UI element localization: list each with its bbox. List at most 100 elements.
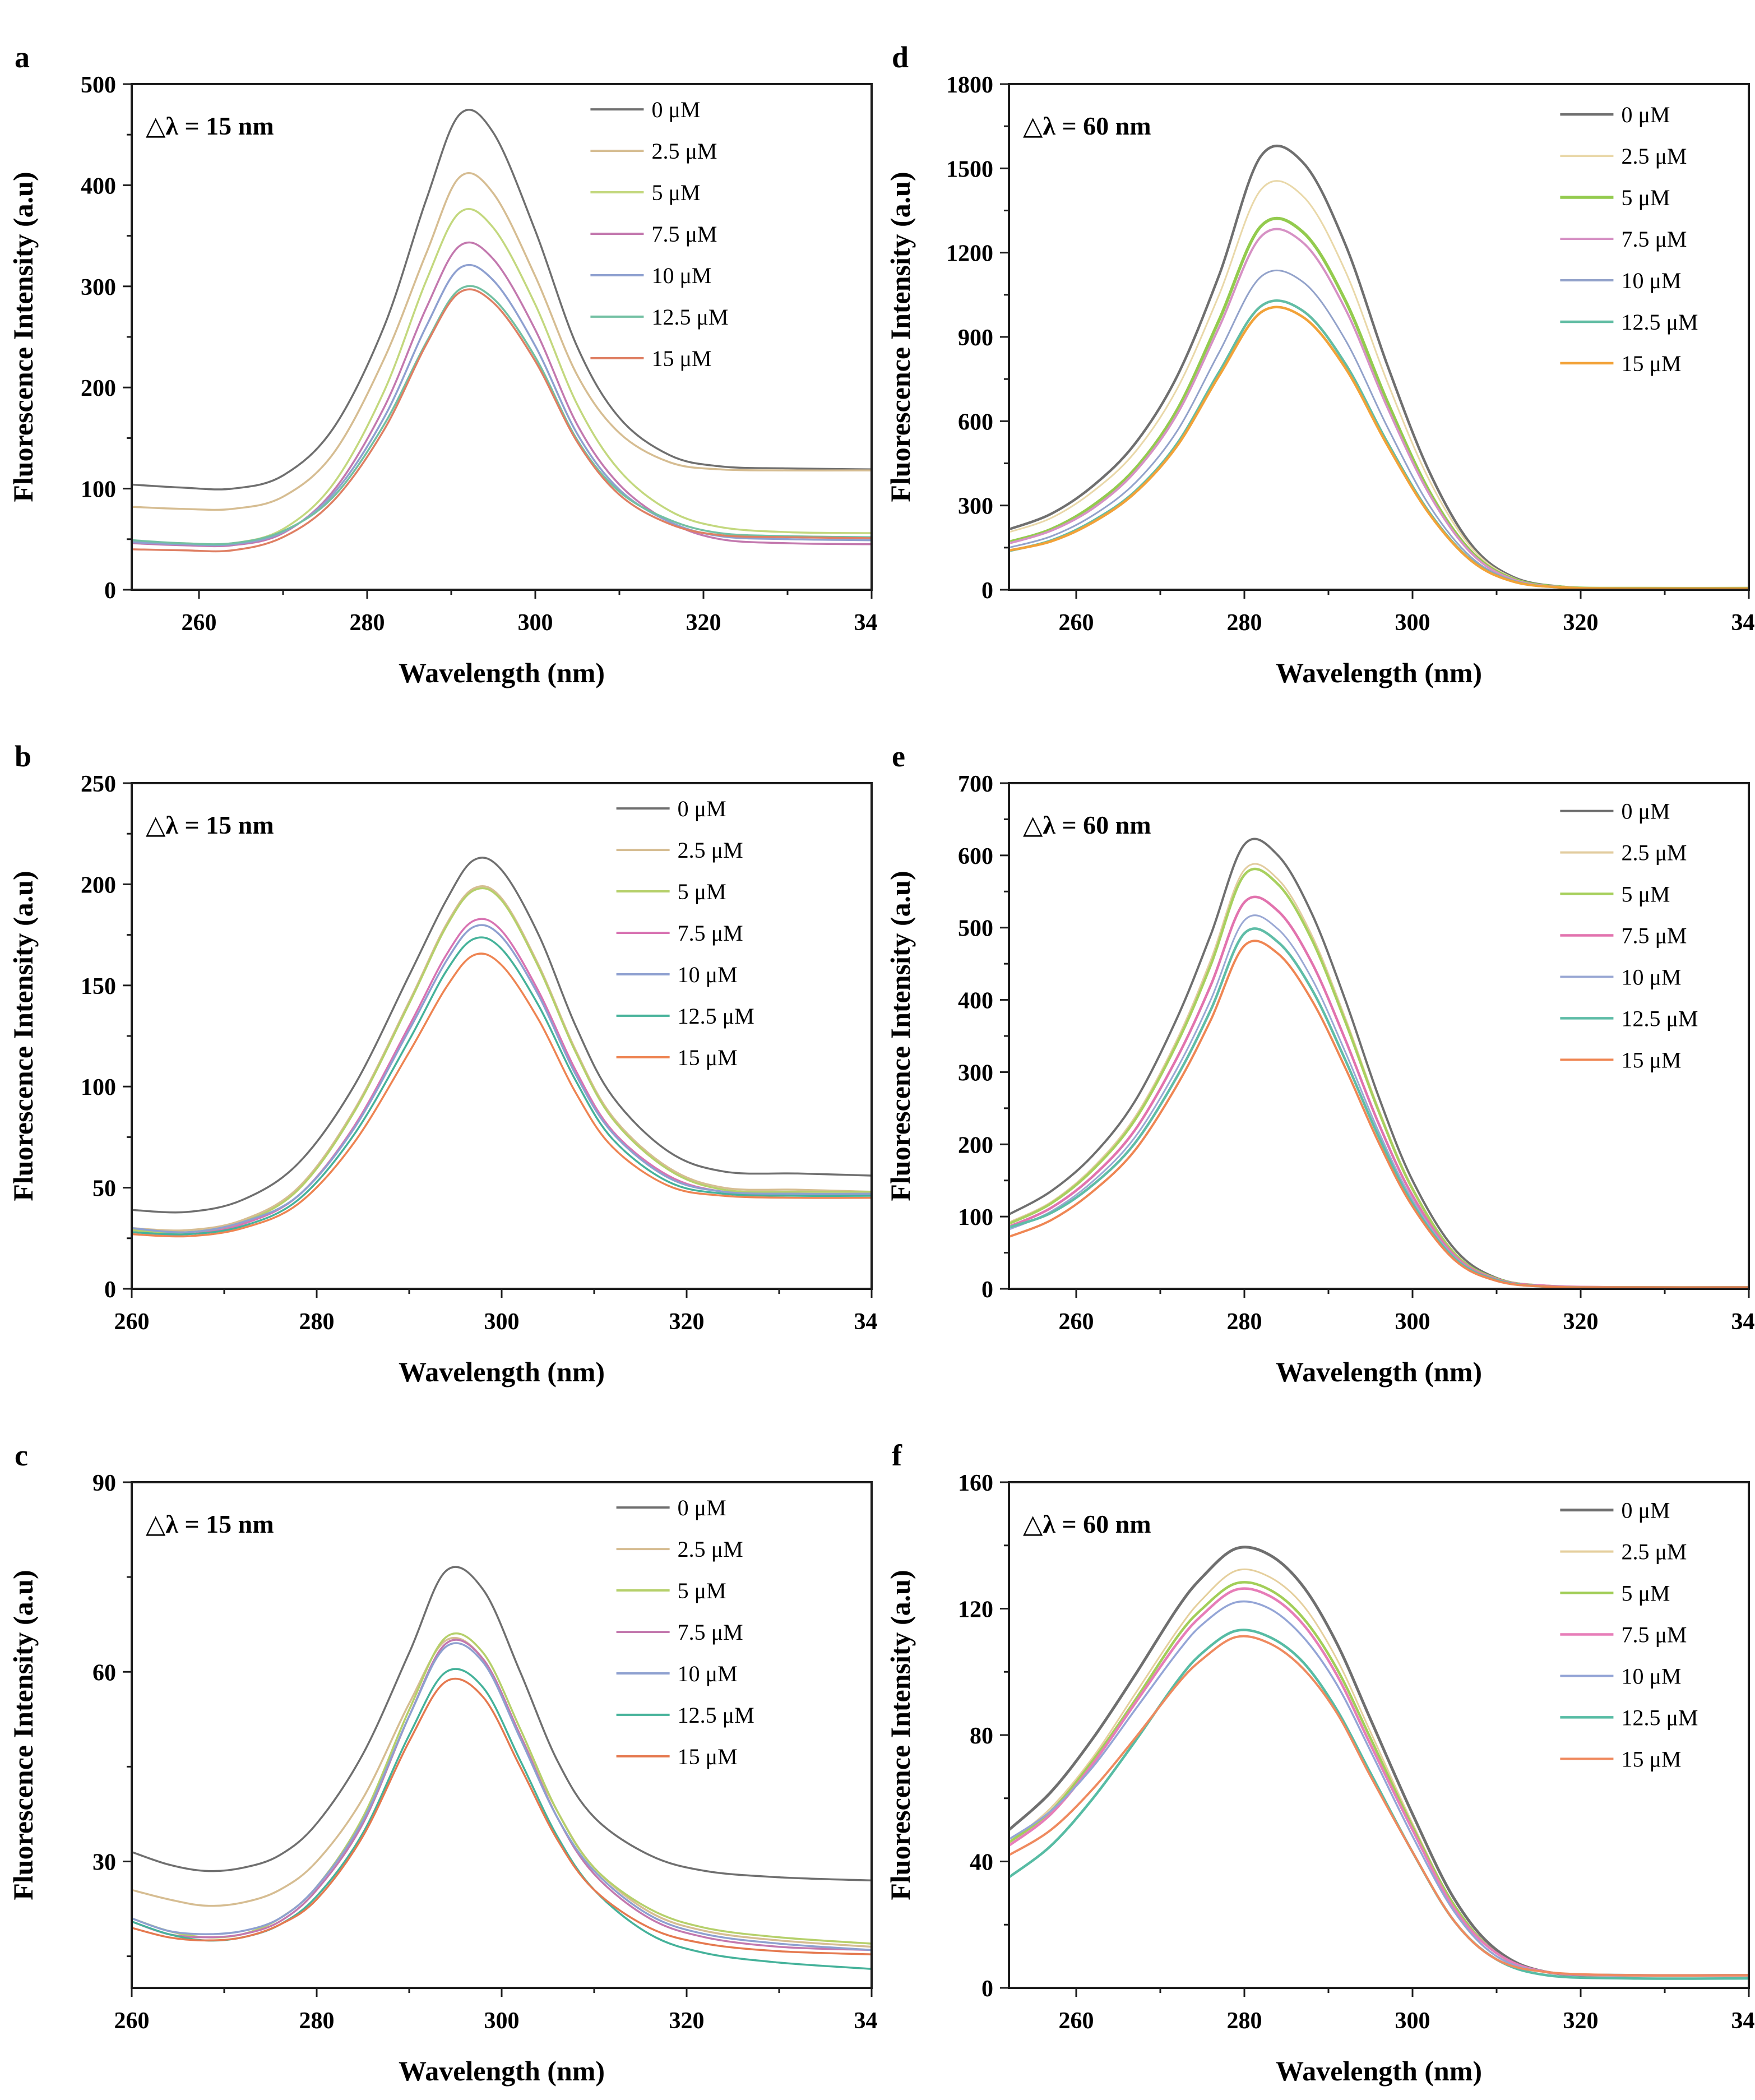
series-line-2-5-μM xyxy=(132,1636,871,1948)
series-line-12-5-μM xyxy=(132,1668,871,1970)
x-tick-label: 340 xyxy=(1731,610,1755,636)
y-axis-title: Fluorescence Intensity (a.u) xyxy=(885,172,916,502)
y-tick-label: 40 xyxy=(970,1850,993,1876)
y-tick-label: 50 xyxy=(92,1176,116,1202)
x-tick-label: 340 xyxy=(854,1309,878,1335)
chart-panel-e: 260 280 300 320 340 0 100 200 300 400 500 600 700 0 μ… xyxy=(885,739,1755,1387)
series-line-15-μM xyxy=(132,952,871,1238)
series-line-5-μM xyxy=(132,887,871,1234)
x-tick-label: 300 xyxy=(1395,1309,1430,1335)
y-tick-label: 250 xyxy=(81,771,116,797)
series-line-12-5-μM xyxy=(132,285,871,545)
chart-panel-c: 260 280 300 320 340 30 60 90 0 μM 2.5 μM 5 μM 7.5 μ… xyxy=(7,1438,890,2087)
legend-label: 15 μM xyxy=(1621,1047,1681,1072)
axes-frame xyxy=(131,83,873,591)
x-tick-label: 300 xyxy=(518,610,553,636)
panel-d: 260 280 300 320 340 0 300 600 900 1200 1500 1800 0 μ… xyxy=(877,0,1755,699)
y-tick-label: 90 xyxy=(92,1470,116,1496)
y-tick-label: 500 xyxy=(81,72,116,98)
legend-label: 10 μM xyxy=(1621,964,1681,989)
series-line-5-μM xyxy=(132,1632,871,1945)
y-tick-label: 0 xyxy=(981,578,993,604)
y-tick-label: 400 xyxy=(81,173,116,199)
panel-letter: a xyxy=(15,40,30,74)
legend-label: 5 μM xyxy=(1621,882,1670,907)
y-tick-label: 900 xyxy=(958,325,993,351)
axes-frame xyxy=(131,1481,873,1989)
legend-label: 0 μM xyxy=(678,1495,726,1520)
delta-lambda-annotation: △λ = 15 nm xyxy=(146,811,274,839)
delta-lambda-annotation: △λ = 60 nm xyxy=(1023,112,1151,140)
x-axis-title: Wavelength (nm) xyxy=(1276,657,1482,688)
legend-label: 2.5 μM xyxy=(1621,144,1687,169)
x-tick-label: 300 xyxy=(484,2008,520,2034)
legend-label: 10 μM xyxy=(1621,268,1681,293)
legend-label: 7.5 μM xyxy=(1621,1622,1687,1648)
y-tick-label: 100 xyxy=(81,477,116,503)
panel-f: 260 280 300 320 340 0 40 80 120 160 0 μM 2.5 μM 5 μM… xyxy=(877,1398,1755,2097)
y-axis-title: Fluorescence Intensity (a.u) xyxy=(7,871,39,1201)
legend-label: 5 μM xyxy=(678,879,726,904)
legend-label: 7.5 μM xyxy=(651,221,717,247)
y-tick-label: 120 xyxy=(958,1597,993,1623)
y-tick-label: 300 xyxy=(81,275,116,300)
x-tick-label: 340 xyxy=(854,2008,878,2034)
legend-label: 10 μM xyxy=(651,263,711,288)
delta-lambda-annotation: △λ = 60 nm xyxy=(1023,1510,1151,1538)
legend-label: 12.5 μM xyxy=(678,1003,754,1029)
y-tick-label: 60 xyxy=(92,1660,116,1686)
x-axis-title: Wavelength (nm) xyxy=(399,657,605,688)
legend-label: 0 μM xyxy=(1621,1498,1670,1523)
x-tick-label: 320 xyxy=(686,610,721,636)
legend-label: 12.5 μM xyxy=(651,304,728,330)
series-line-12-5-μM xyxy=(132,936,871,1236)
chart-panel-b: 260 280 300 320 340 0 50 100 150 200 250 0 μM 2.5 μM… xyxy=(7,739,890,1387)
series-line-0-μM xyxy=(132,1566,871,1882)
y-axis-title: Fluorescence Intensity (a.u) xyxy=(7,172,39,502)
chart-panel-a: 260 280 300 320 340 0 100 200 300 400 500 0 μM 2.5 μ… xyxy=(7,40,890,688)
legend-label: 5 μM xyxy=(678,1578,726,1603)
axes-frame xyxy=(1008,782,1750,1290)
x-tick-label: 280 xyxy=(299,1309,335,1335)
series-line-2-5-μM xyxy=(132,885,871,1232)
delta-lambda-annotation: △λ = 15 nm xyxy=(146,1510,274,1538)
series-line-15-μM xyxy=(1010,940,1748,1289)
series-line-7-5-μM xyxy=(132,1639,871,1951)
x-tick-label: 280 xyxy=(299,2008,335,2034)
legend-label: 0 μM xyxy=(678,796,726,821)
series-line-0-μM xyxy=(132,857,871,1214)
axes-frame xyxy=(1008,1481,1750,1989)
x-tick-label: 260 xyxy=(1059,610,1094,636)
legend-label: 2.5 μM xyxy=(651,138,717,164)
y-tick-label: 200 xyxy=(958,1132,993,1158)
axes-frame xyxy=(131,782,873,1290)
x-tick-label: 260 xyxy=(1059,2008,1094,2034)
panel-letter: e xyxy=(892,739,905,773)
legend-label: 2.5 μM xyxy=(1621,840,1687,866)
x-tick-label: 340 xyxy=(1731,2008,1755,2034)
series-line-10-μM xyxy=(132,1642,871,1951)
x-tick-label: 340 xyxy=(1731,1309,1755,1335)
legend-label: 2.5 μM xyxy=(1621,1539,1687,1565)
panel-letter: f xyxy=(892,1438,902,1472)
series-line-12-5-μM xyxy=(1010,1629,1748,1980)
x-tick-label: 320 xyxy=(1563,610,1599,636)
series-line-15-μM xyxy=(132,288,871,553)
series-line-5-μM xyxy=(132,208,871,545)
series-line-15-μM xyxy=(1010,306,1748,590)
legend-label: 5 μM xyxy=(651,180,700,205)
legend-label: 0 μM xyxy=(1621,102,1670,127)
x-axis-title: Wavelength (nm) xyxy=(399,1356,605,1387)
y-tick-label: 600 xyxy=(958,844,993,869)
x-tick-label: 260 xyxy=(182,610,217,636)
y-tick-label: 200 xyxy=(81,872,116,898)
series-line-2-5-μM xyxy=(132,172,871,511)
y-tick-label: 1200 xyxy=(946,241,993,267)
y-tick-label: 0 xyxy=(981,1976,993,2002)
y-tick-label: 150 xyxy=(81,974,116,1000)
legend-label: 15 μM xyxy=(678,1744,738,1769)
y-axis-title: Fluorescence Intensity (a.u) xyxy=(885,871,916,1201)
y-tick-label: 100 xyxy=(81,1075,116,1100)
y-tick-label: 30 xyxy=(92,1850,116,1876)
